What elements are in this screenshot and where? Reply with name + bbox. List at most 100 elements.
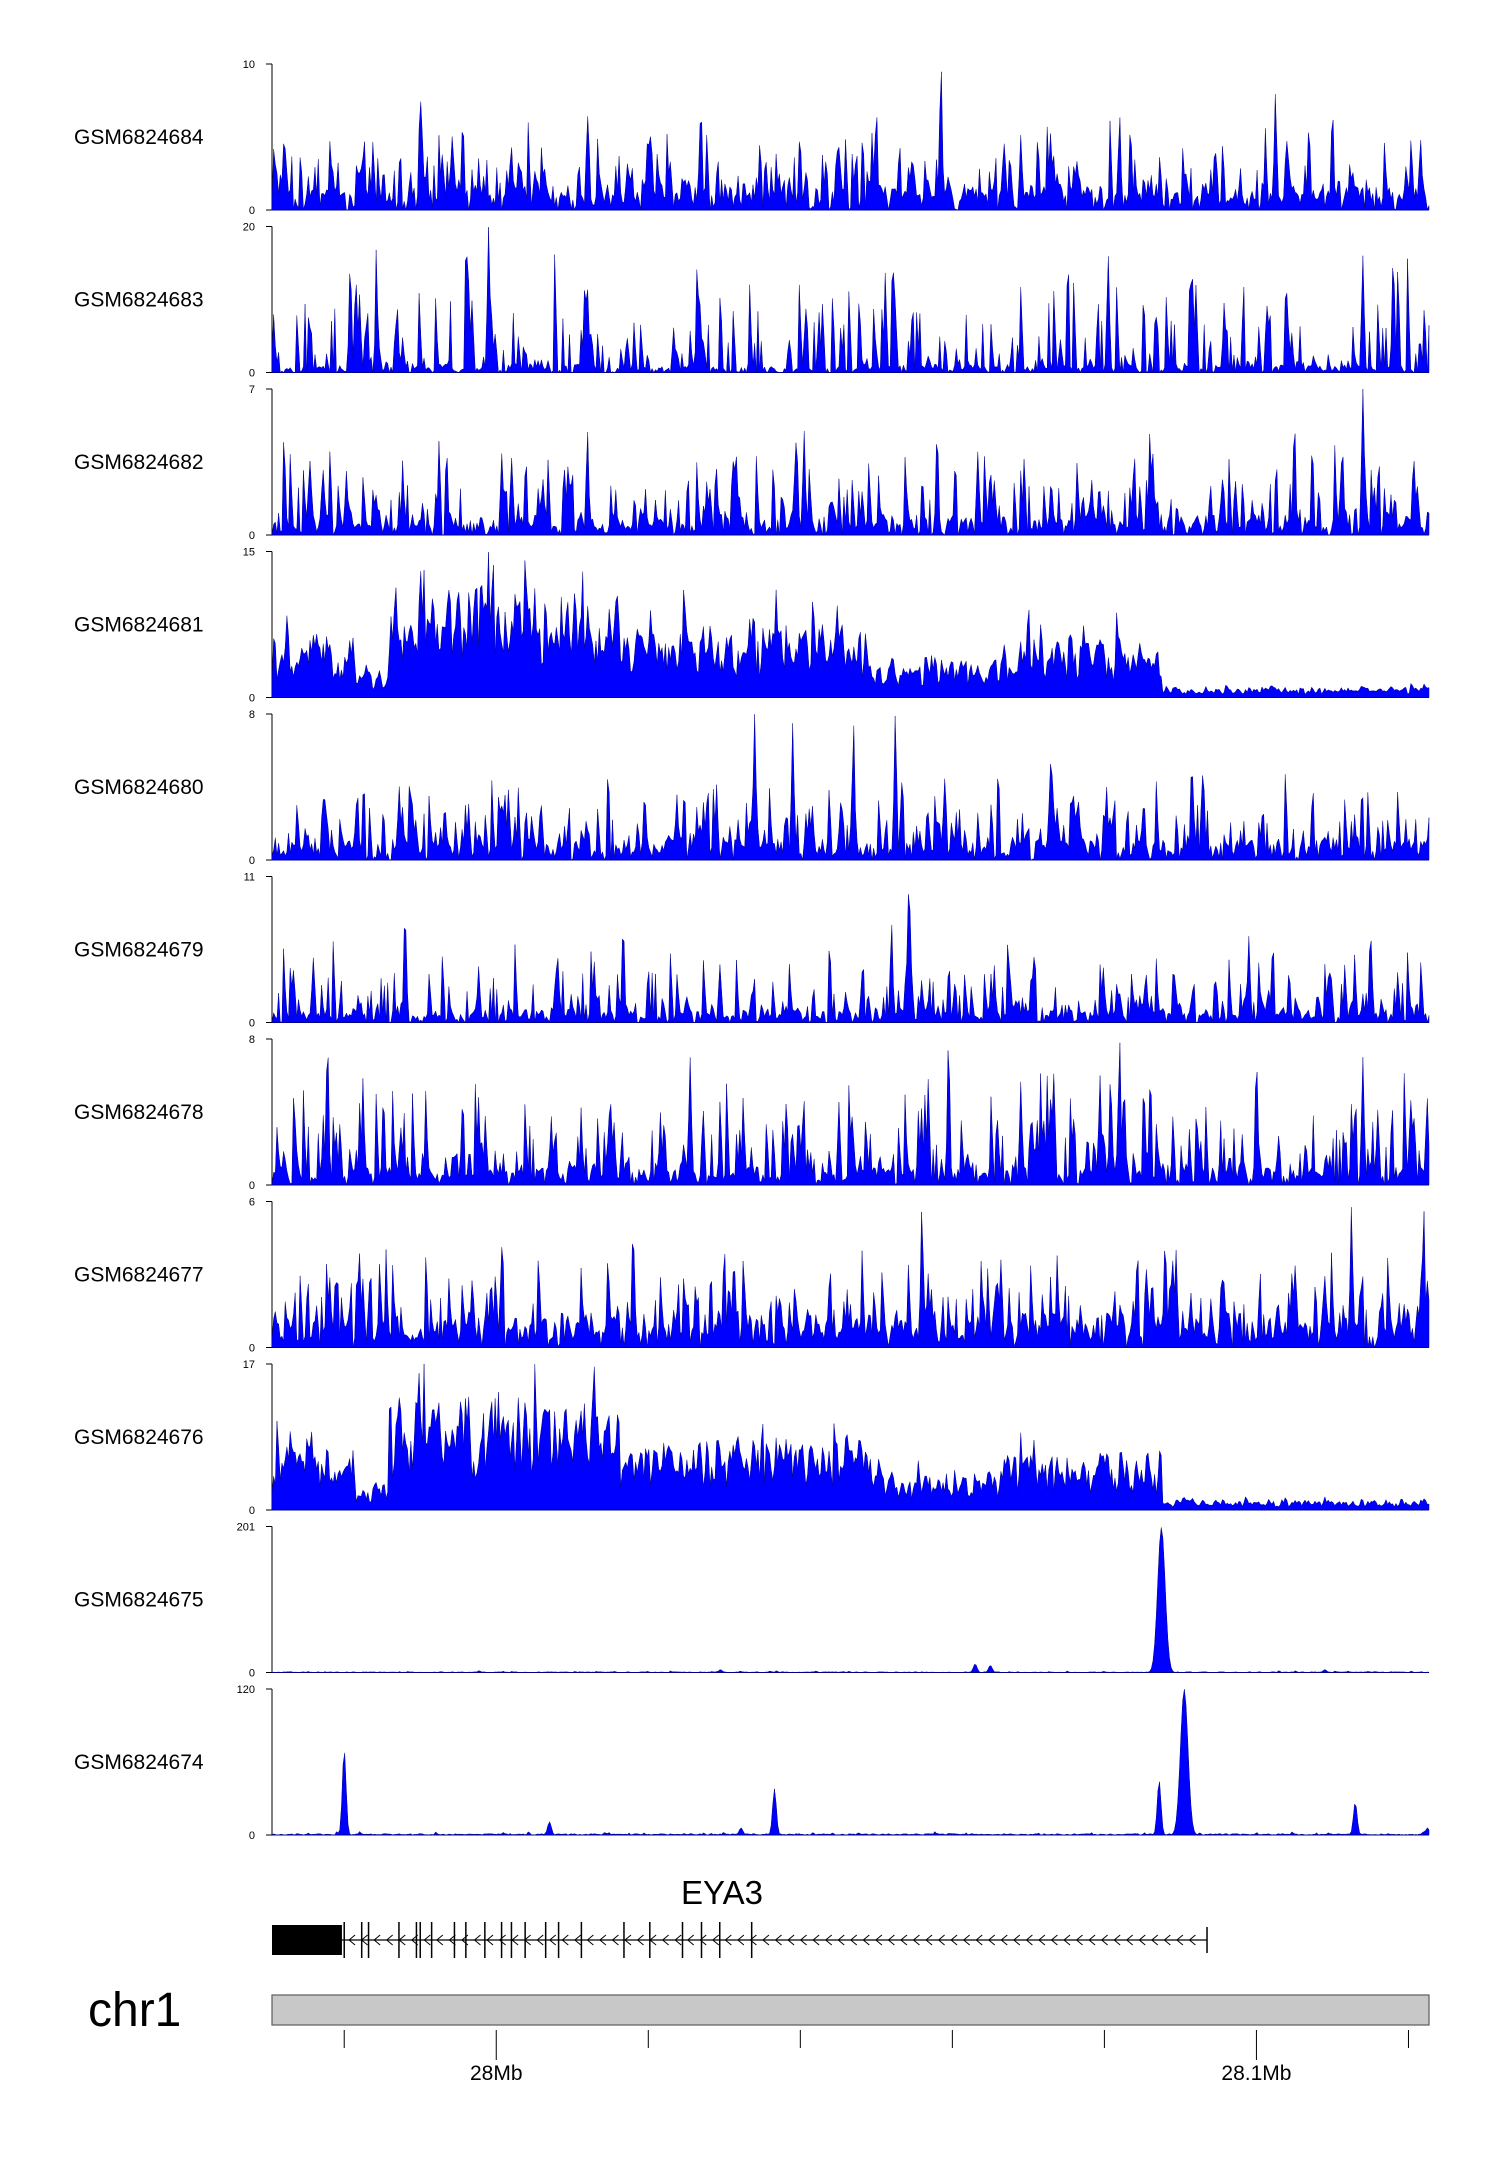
strand-chevron [348,1934,356,1946]
y-tick-label: 0 [249,530,255,542]
strand-chevron [611,1934,619,1946]
strand-chevron [699,1934,707,1946]
strand-chevron [1163,1934,1171,1946]
strand-chevron [1050,1934,1058,1946]
strand-chevron [661,1934,669,1946]
y-tick-label: 11 [244,872,255,884]
strand-chevron [937,1934,945,1946]
track-label: GSM6824680 [74,776,204,799]
strand-chevron [737,1934,745,1946]
strand-chevron [1063,1934,1071,1946]
y-tick-label: 0 [249,1180,255,1192]
strand-chevron [862,1934,870,1946]
strand-chevron [837,1934,845,1946]
coverage-area [271,389,1430,536]
track-GSM6824674: GSM6824674 120 0 [74,1684,1430,1842]
strand-chevron [749,1934,757,1946]
strand-chevron [887,1934,895,1946]
strand-chevron [686,1934,695,1946]
strand-chevron [799,1934,807,1946]
strand-chevron [1075,1934,1083,1946]
strand-chevron [824,1934,833,1946]
y-tick-label: 0 [249,1343,255,1355]
strand-chevron [1151,1934,1159,1946]
strand-chevron [436,1934,444,1946]
y-tick-label: 15 [243,547,255,559]
coverage-area [271,1207,1430,1348]
strand-chevron [1013,1934,1021,1946]
x-tick-label: 28Mb [470,2062,523,2085]
y-tick-label: 0 [249,693,255,705]
track-label: GSM6824679 [74,939,204,962]
strand-chevron [724,1934,732,1946]
strand-chevron [599,1934,607,1946]
y-tick-label: 8 [249,709,255,721]
strand-chevron [975,1934,983,1946]
gene-name-label: EYA3 [681,1874,763,1911]
gene-track: EYA3 [272,1874,1208,1958]
coverage-area [271,1363,1430,1511]
genomic-axis: 28Mb 28.1Mb [343,2030,1409,2085]
track-GSM6824683: GSM6824683 20 0 [74,222,1430,380]
y-tick-label: 0 [249,855,255,867]
y-tick-label: 17 [243,1359,255,1371]
track-GSM6824677: GSM6824677 6 0 [74,1197,1430,1355]
strand-chevron [624,1934,632,1946]
y-tick-label: 10 [243,59,255,71]
y-tick-label: 0 [249,1018,255,1030]
track-GSM6824680: GSM6824680 8 0 [74,709,1430,867]
track-GSM6824681: GSM6824681 15 0 [74,547,1430,705]
strand-chevron [774,1934,782,1946]
strand-chevron [787,1934,795,1946]
y-tick-label: 0 [249,368,255,380]
strand-chevron [398,1934,406,1946]
coverage-area [271,71,1430,211]
strand-chevron [486,1934,494,1946]
strand-chevron [912,1934,920,1946]
strand-chevron [574,1934,582,1946]
track-GSM6824676: GSM6824676 17 0 [74,1359,1430,1517]
strand-chevron [586,1934,594,1946]
chromosome-band [271,1994,1430,2026]
track-label: GSM6824678 [74,1101,204,1124]
gene-model-eya3 [272,1922,1208,1958]
strand-chevron [548,1934,557,1946]
strand-chevron [1000,1934,1008,1946]
y-tick-label: 7 [249,384,255,396]
track-label: GSM6824683 [74,289,204,312]
y-tick-label: 0 [249,1830,255,1842]
strand-chevron [674,1934,682,1946]
coverage-area [271,1689,1430,1836]
coverage-area [271,552,1430,698]
chromosome-label: chr1 [88,1984,181,2037]
coverage-area [271,1527,1430,1673]
y-tick-label: 6 [249,1197,255,1209]
strand-chevron [448,1934,456,1946]
strand-chevron [1176,1934,1184,1946]
track-label: GSM6824681 [74,614,204,637]
track-label: GSM6824684 [74,126,204,149]
strand-chevron [1038,1934,1046,1946]
gene-utr-block [272,1925,342,1955]
strand-chevron [712,1934,720,1946]
strand-chevron [762,1934,770,1946]
track-GSM6824675: GSM6824675 201 0 [74,1522,1430,1680]
strand-chevron [1188,1934,1196,1946]
y-tick-label: 201 [237,1522,255,1534]
coverage-area [271,714,1430,861]
strand-chevron [875,1934,883,1946]
strand-chevron [1088,1934,1096,1946]
strand-chevron [373,1934,381,1946]
strand-chevron [1125,1934,1134,1946]
y-tick-label: 120 [237,1684,255,1696]
track-GSM6824684: GSM6824684 10 0 [74,59,1430,217]
strand-chevron [812,1934,820,1946]
strand-chevron [511,1934,519,1946]
y-tick-label: 0 [249,205,255,217]
track-label: GSM6824676 [74,1426,204,1449]
y-tick-label: 0 [249,1668,255,1680]
track-label: GSM6824675 [74,1589,204,1612]
strand-chevron [849,1934,858,1946]
strand-chevron [423,1934,431,1946]
track-GSM6824678: GSM6824678 8 0 [74,1034,1430,1192]
